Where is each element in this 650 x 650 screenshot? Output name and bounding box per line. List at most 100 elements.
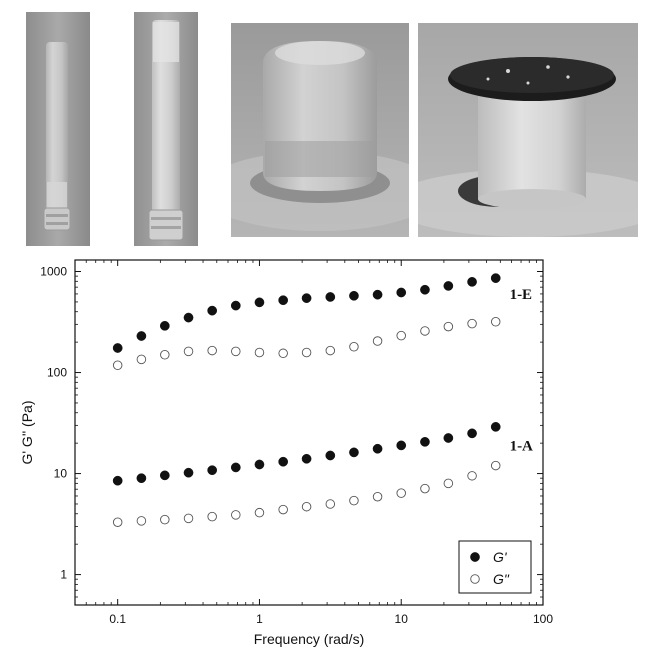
data-point-open (372, 336, 383, 346)
data-point-open (160, 514, 170, 525)
data-point-open (183, 513, 194, 524)
data-point-open (231, 510, 241, 520)
data-point-filled (443, 281, 454, 291)
data-point-filled (490, 421, 501, 432)
group-label: 1-E (510, 287, 532, 303)
data-point-open (254, 347, 265, 358)
data-point-open (231, 346, 241, 357)
data-point-open (278, 504, 288, 515)
data-point-open (160, 349, 170, 360)
rheology-chart: 0.1 1 10 100 1 10 100 1000 Frequency (rad/s) G'… (19, 259, 553, 647)
data-point-open (467, 318, 477, 329)
data-point-filled (112, 343, 123, 353)
data-point-open (490, 317, 501, 327)
data-point-open (325, 345, 336, 356)
group-label: 1-A (510, 438, 533, 454)
data-point-open (207, 345, 217, 356)
data-point-filled (325, 292, 336, 302)
data-point-open (136, 354, 147, 365)
data-point-open (136, 516, 147, 526)
data-point-filled (112, 475, 123, 486)
data-point-filled (301, 293, 312, 303)
y-axis-label: G' G'' (Pa) (19, 400, 35, 464)
gel-disc-photo (418, 23, 638, 237)
x-tick-label: 100 (533, 612, 553, 626)
data-point-open (396, 330, 406, 341)
data-point-open (301, 501, 312, 512)
data-point-filled (443, 433, 454, 443)
data-point-filled (254, 459, 265, 470)
y-tick-label: 100 (47, 366, 67, 380)
y-tick-label: 10 (54, 467, 68, 481)
data-point-filled (183, 467, 194, 478)
data-point-filled (159, 320, 170, 331)
data-point-open (443, 321, 454, 332)
data-point-open (301, 347, 312, 358)
chart-axes (74, 259, 544, 606)
chart-ticks: 0.1 1 10 100 1 10 100 1000 (40, 260, 553, 626)
data-point-filled (301, 453, 312, 464)
data-point-filled (420, 437, 430, 447)
legend-label: G" (493, 571, 510, 587)
data-point-filled (183, 312, 194, 323)
data-point-open (254, 507, 265, 518)
data-point-open (396, 488, 406, 498)
y-tick-label: 1 (60, 568, 67, 582)
data-point-filled (372, 289, 383, 300)
data-point-open (349, 341, 359, 352)
data-point-filled (372, 443, 383, 454)
data-point-filled (230, 300, 241, 311)
data-point-filled (396, 440, 407, 451)
data-point-filled (420, 284, 430, 295)
chart-marks (112, 273, 501, 527)
data-point-open (112, 360, 123, 371)
data-point-filled (278, 295, 289, 306)
series-1-A-storage (112, 421, 501, 486)
vial-photo-right (134, 12, 198, 246)
data-point-open (443, 478, 454, 489)
chart-annotations: 1-E 1-A (510, 287, 533, 454)
data-point-filled (490, 273, 501, 283)
data-point-open (207, 511, 217, 522)
x-tick-label: 1 (256, 612, 263, 626)
legend-label: G' (493, 549, 508, 565)
data-point-filled (207, 465, 218, 476)
data-point-open (325, 499, 336, 509)
data-point-filled (136, 331, 147, 341)
data-point-filled (467, 277, 477, 287)
x-axis-label: Frequency (rad/s) (254, 631, 364, 647)
data-point-filled (396, 287, 407, 298)
data-point-filled (349, 447, 359, 458)
data-point-open (372, 491, 383, 502)
data-point-open (112, 517, 123, 527)
data-point-open (467, 471, 477, 481)
x-tick-label: 0.1 (109, 612, 126, 626)
data-point-open (420, 326, 430, 336)
legend-marker-open (470, 574, 480, 584)
vial-photo-left (26, 12, 90, 246)
series-1-E-storage (112, 273, 501, 353)
data-point-filled (207, 305, 218, 316)
chart-legend: G' G" (458, 540, 532, 594)
data-point-filled (230, 462, 241, 473)
y-tick-label: 1000 (40, 265, 67, 279)
x-tick-label: 10 (395, 612, 409, 626)
series-1-E-loss (112, 317, 501, 371)
data-point-open (490, 460, 501, 471)
plot-frame (74, 259, 544, 606)
data-point-filled (349, 290, 359, 301)
data-point-open (278, 348, 288, 359)
data-point-filled (254, 297, 265, 308)
data-point-filled (467, 428, 477, 439)
data-point-filled (159, 470, 170, 481)
gel-cylinder-photo (231, 23, 409, 237)
data-point-open (183, 346, 194, 357)
series-1-A-loss (112, 460, 501, 527)
legend-box (458, 540, 532, 594)
data-point-open (349, 495, 359, 506)
data-point-filled (278, 456, 289, 467)
data-point-filled (136, 473, 147, 484)
legend-marker-filled (470, 552, 480, 562)
data-point-open (420, 483, 430, 494)
data-point-filled (325, 450, 336, 461)
